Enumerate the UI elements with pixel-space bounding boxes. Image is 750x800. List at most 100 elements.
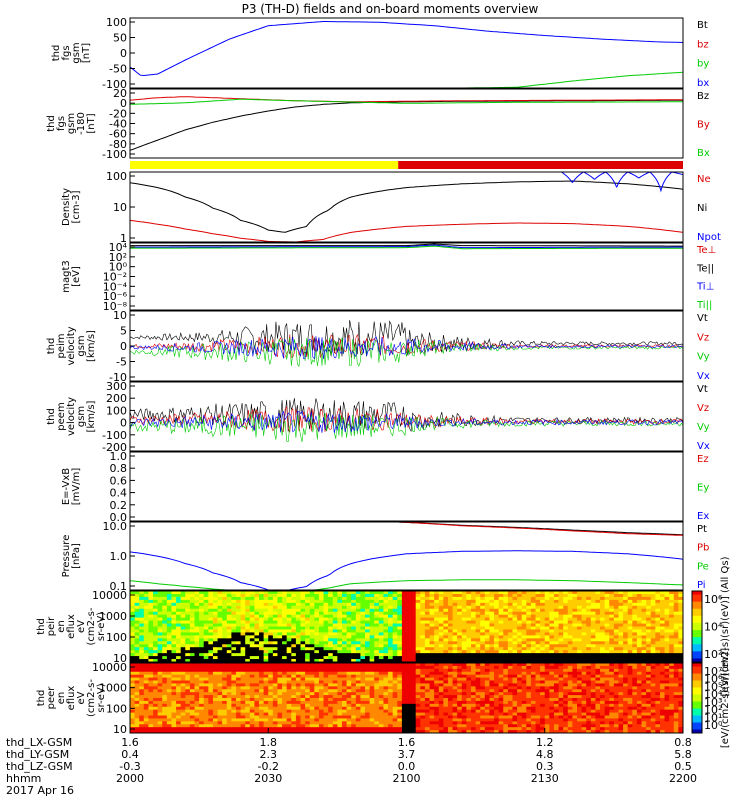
spectrogram-cell xyxy=(282,644,288,648)
legend-entry: Ne xyxy=(697,174,711,185)
spectrogram-cell xyxy=(673,599,679,604)
spectrogram-cell xyxy=(351,721,357,725)
spectrogram-cell xyxy=(157,730,163,734)
spectrogram-cell xyxy=(443,692,449,696)
spectrogram-cell xyxy=(328,721,334,725)
spectrogram-cell xyxy=(309,626,315,630)
spectrogram-cell xyxy=(461,591,467,595)
spectrogram-cell xyxy=(148,650,154,654)
y-tick-label: 0.6 xyxy=(110,474,128,487)
spectrogram-cell xyxy=(447,712,454,716)
spectrogram-cell xyxy=(512,602,518,607)
spectrogram-cell xyxy=(254,617,260,622)
spectrogram-cell xyxy=(484,608,490,613)
series-line xyxy=(129,21,684,77)
y-tick-label: -200 xyxy=(102,441,127,454)
spectrogram-cell xyxy=(305,706,311,711)
spectrogram-cell xyxy=(134,632,140,636)
spectrogram-cell xyxy=(139,668,145,673)
spectrogram-cell xyxy=(521,614,527,619)
spectrogram-cell xyxy=(212,715,219,719)
spectrogram-cell xyxy=(678,591,684,595)
spectrogram-cell xyxy=(185,629,191,633)
spectrogram-cell xyxy=(259,641,265,645)
spectrogram-cell xyxy=(295,653,302,657)
spectrogram-cell xyxy=(226,608,232,613)
spectrogram-cell xyxy=(480,611,486,616)
spectrogram-cell xyxy=(577,620,583,625)
spectrogram-cell xyxy=(397,608,403,613)
spectrogram-cell xyxy=(466,605,472,610)
spectrogram-cell xyxy=(466,689,472,693)
spectrogram-cell xyxy=(134,602,140,607)
spectrogram-cell xyxy=(443,659,449,663)
spectrogram-cell xyxy=(341,692,348,696)
spectrogram-cell xyxy=(318,677,325,681)
spectrogram-cell xyxy=(245,596,251,601)
spectrogram-cell xyxy=(383,653,389,657)
spectrogram-cell xyxy=(641,591,647,595)
spectrogram-cell xyxy=(480,671,486,676)
spectrogram-cell xyxy=(318,599,325,604)
spectrogram-cell xyxy=(623,656,629,660)
spectrogram-cell xyxy=(203,715,209,719)
spectrogram-cell xyxy=(360,680,366,684)
spectrogram-cell xyxy=(235,671,242,676)
spectrogram-cell xyxy=(420,626,426,630)
spectrogram-cell xyxy=(355,638,361,642)
spectrogram-cell xyxy=(600,596,606,601)
spectrogram-cell xyxy=(277,683,283,687)
spectrogram-cell xyxy=(411,653,417,657)
spectrogram-cell xyxy=(277,620,283,625)
spectrogram-cell xyxy=(447,718,454,722)
spectrogram-cell xyxy=(378,641,384,645)
spectrogram-cell xyxy=(351,602,357,607)
spectrogram-cell xyxy=(139,593,145,598)
spectrogram-cell xyxy=(503,635,509,639)
spectrogram-cell xyxy=(650,614,656,619)
spectrogram-cell xyxy=(429,653,435,657)
spectrogram-cell xyxy=(650,611,656,616)
spectrogram-cell xyxy=(563,591,569,595)
spectrogram-cell xyxy=(194,695,200,699)
spectrogram-cell xyxy=(231,653,237,657)
spectrogram-cell xyxy=(291,703,297,708)
spectrogram-cell xyxy=(351,680,357,684)
spectrogram-cell xyxy=(203,665,209,670)
spectrogram-cell xyxy=(355,653,361,657)
spectrogram-cell xyxy=(143,656,149,660)
spectrogram-cell xyxy=(595,632,601,636)
spectrogram-cell xyxy=(480,656,486,660)
spectrogram-cell xyxy=(148,653,154,657)
spectrogram-cell xyxy=(489,632,495,636)
spectrogram-cell xyxy=(434,659,440,663)
spectrogram-cell xyxy=(475,689,481,693)
spectrogram-cell xyxy=(461,680,467,684)
spectrogram-cell xyxy=(189,680,196,684)
spectrogram-cell xyxy=(397,700,403,705)
spectrogram-cell xyxy=(618,632,624,636)
spectrogram-cell xyxy=(664,653,670,657)
spectrogram-cell xyxy=(314,665,320,670)
spectrogram-cell xyxy=(378,718,384,722)
spectrogram-cell xyxy=(235,659,242,663)
series-line xyxy=(561,171,684,193)
spectrogram-cell xyxy=(203,644,209,648)
spectrogram-cell xyxy=(503,647,509,651)
spectrogram-cell xyxy=(323,668,329,673)
spectrogram-cell xyxy=(475,718,481,722)
spectrogram-cell xyxy=(268,647,274,651)
spectrogram-cell xyxy=(222,724,228,728)
spectrogram-cell xyxy=(475,712,481,716)
spectrogram-cell xyxy=(305,617,311,622)
spectrogram-cell xyxy=(341,689,348,693)
spectrogram-cell xyxy=(664,644,670,648)
spectrogram-cell xyxy=(171,659,177,663)
spectrogram-cell xyxy=(415,724,421,728)
spectrogram-cell xyxy=(351,593,357,598)
spectrogram-cell xyxy=(397,638,403,642)
spectrogram-cell xyxy=(148,663,154,667)
spectrogram-cell xyxy=(282,700,288,705)
spectrogram-cell xyxy=(212,703,219,708)
spectrogram-cell xyxy=(544,632,550,636)
